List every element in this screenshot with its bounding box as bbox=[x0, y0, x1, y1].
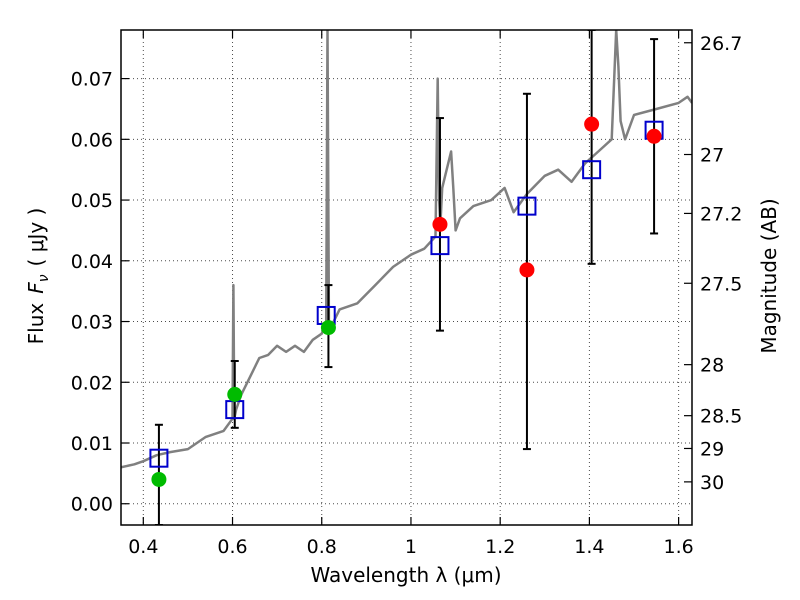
y-tick-label: 0.01 bbox=[71, 433, 113, 455]
green-data-point bbox=[320, 320, 336, 336]
mag-tick-label: 30 bbox=[700, 472, 724, 494]
x-tick-label: 0.6 bbox=[217, 536, 247, 558]
y-axis-label-unit: ( μJy ) bbox=[24, 208, 48, 267]
data-series bbox=[121, 30, 692, 525]
mag-tick-label: 29 bbox=[700, 438, 724, 460]
model-square-point bbox=[517, 196, 537, 216]
y-tick-label: 0.07 bbox=[71, 69, 113, 91]
model-square-point bbox=[430, 236, 450, 256]
grid bbox=[121, 30, 692, 525]
y-tick-label: 0.06 bbox=[71, 129, 113, 151]
y-tick-label: 0.03 bbox=[71, 312, 113, 334]
red-data-point bbox=[584, 116, 600, 132]
x-tick-label: 1 bbox=[405, 536, 417, 558]
green-data-point bbox=[227, 386, 243, 402]
red-data-point bbox=[646, 128, 662, 144]
y-tick-label: 0.04 bbox=[71, 251, 113, 273]
x-tick-label: 1.4 bbox=[574, 536, 604, 558]
mag-tick-label: 26.7 bbox=[700, 33, 742, 55]
spectrum-line bbox=[121, 30, 692, 469]
mag-tick-label: 27 bbox=[700, 145, 724, 167]
right-axis-label: Magnitude (AB) bbox=[757, 198, 781, 353]
y-tick-label: 0.05 bbox=[71, 190, 113, 212]
y-axis-label-subscript: ν bbox=[36, 274, 52, 282]
red-data-point bbox=[519, 262, 535, 278]
x-tick-label: 1.6 bbox=[664, 536, 694, 558]
plot-area bbox=[121, 30, 692, 525]
y-tick-label: 0.02 bbox=[71, 372, 113, 394]
mag-tick-label: 28 bbox=[700, 355, 724, 377]
model-square-point bbox=[582, 160, 602, 180]
y-axis-label-prefix: Flux bbox=[24, 303, 48, 345]
x-tick-label: 0.8 bbox=[307, 536, 337, 558]
axes: 0.4 0.6 0.8 1 1.2 1.4 1.6 0.00 0.01 0.02 0.03 0.04 0… bbox=[71, 29, 742, 558]
y-tick-label: 0.00 bbox=[71, 494, 113, 516]
green-data-point bbox=[151, 471, 167, 487]
model-square-point bbox=[149, 448, 169, 468]
plot-frame bbox=[120, 29, 693, 526]
mag-tick-label: 28.5 bbox=[700, 406, 742, 428]
mag-tick-label: 27.2 bbox=[700, 203, 742, 225]
mag-tick-label: 27.5 bbox=[700, 273, 742, 295]
y-axis-label: Flux Fν ( μJy ) bbox=[24, 208, 52, 345]
y-axis-label-symbol: F bbox=[24, 282, 48, 294]
x-axis-label: Wavelength λ (μm) bbox=[310, 563, 501, 587]
red-data-point bbox=[432, 216, 448, 232]
x-tick-label: 1.2 bbox=[485, 536, 515, 558]
x-tick-label: 0.4 bbox=[128, 536, 158, 558]
